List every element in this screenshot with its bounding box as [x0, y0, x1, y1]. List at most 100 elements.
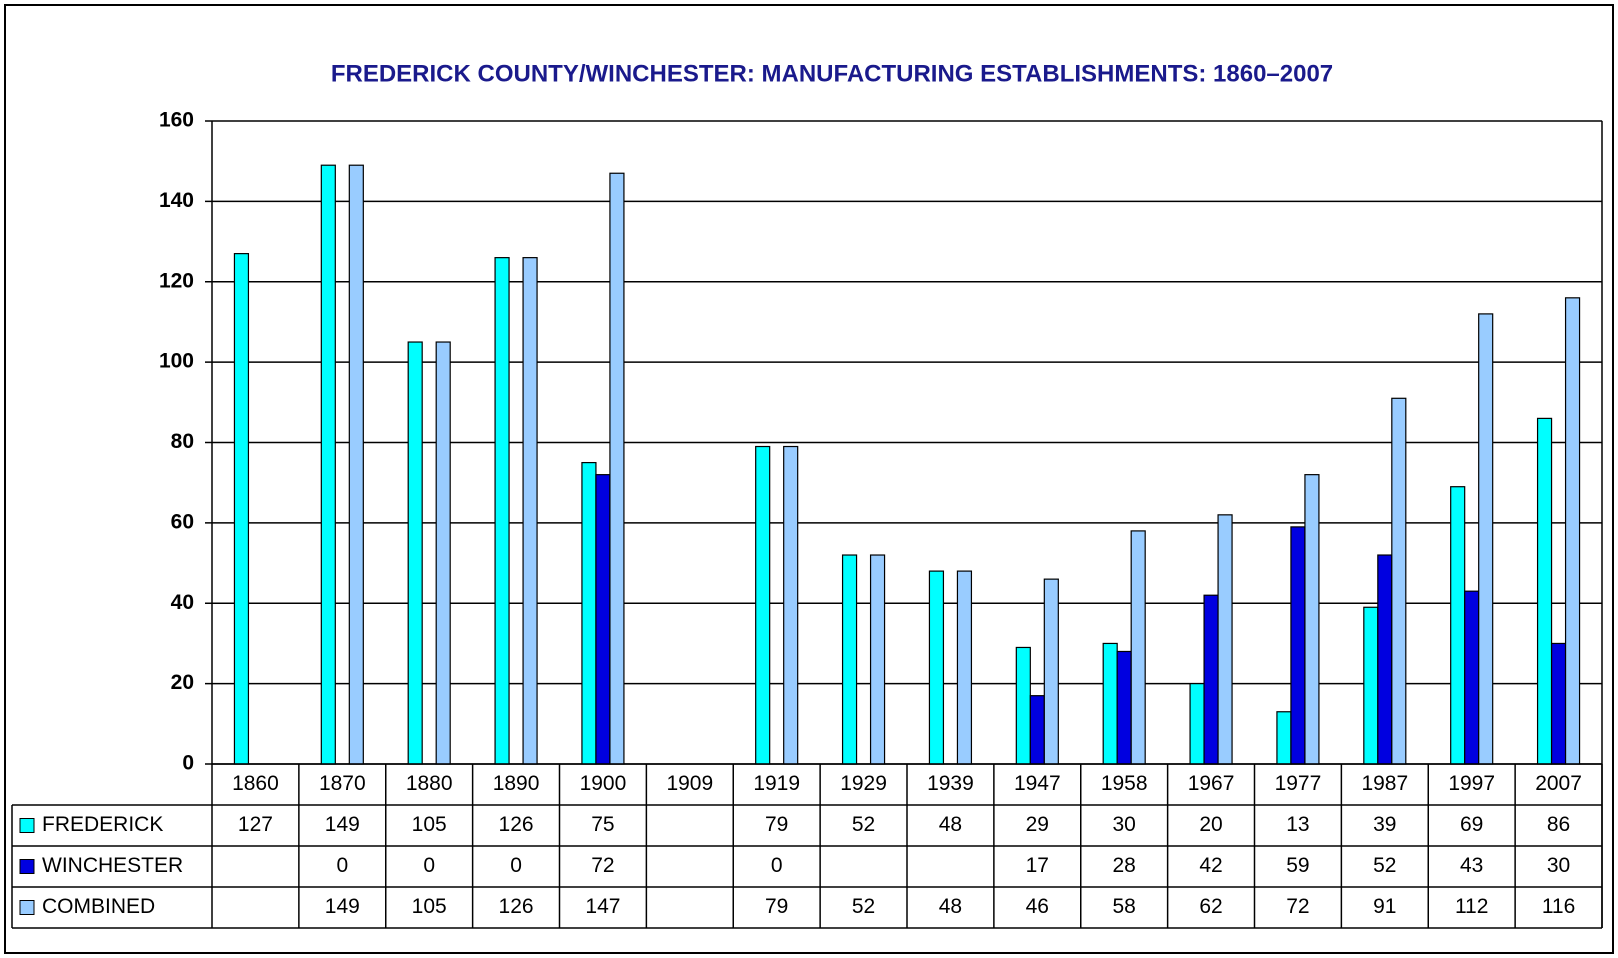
bar	[1536, 417, 1553, 765]
y-tick-label: 160	[159, 109, 194, 132]
x-tick-label: 1987	[1361, 772, 1408, 795]
table-cell: 28	[1113, 854, 1136, 877]
table-cell: 79	[765, 895, 788, 918]
table-cell: 29	[1026, 813, 1049, 836]
x-tick-label: 1947	[1014, 772, 1061, 795]
table-cell: 42	[1199, 854, 1222, 877]
bar	[783, 445, 799, 765]
table-cell: 149	[325, 895, 360, 918]
bar	[1276, 711, 1292, 765]
table-cell: 48	[939, 895, 962, 918]
table-cell: 91	[1373, 895, 1396, 918]
bar	[522, 257, 538, 765]
y-tick-label: 0	[182, 752, 194, 775]
bar	[233, 253, 250, 765]
bar	[956, 570, 973, 765]
bar	[1015, 646, 1031, 765]
y-tick-label: 100	[159, 350, 194, 373]
table-cell: 30	[1113, 813, 1136, 836]
table-cell: 72	[591, 854, 614, 877]
bar	[1102, 642, 1118, 765]
legend-swatch	[19, 818, 35, 833]
table-cell: 86	[1547, 813, 1570, 836]
y-tick-label: 40	[171, 591, 194, 614]
table-cell: 20	[1199, 813, 1222, 836]
legend-swatch	[19, 859, 35, 874]
table-cell: 126	[499, 895, 534, 918]
chart-title: FREDERICK COUNTY/WINCHESTER: MANUFACTURI…	[331, 60, 1333, 87]
bar	[841, 554, 858, 765]
x-tick-label: 1860	[232, 772, 279, 795]
table-cell: 43	[1460, 854, 1483, 877]
x-tick-label: 1919	[753, 772, 800, 795]
y-tick-label: 140	[159, 189, 194, 212]
bar	[755, 445, 771, 765]
bar	[1290, 526, 1306, 765]
bar	[609, 172, 625, 765]
table-cell: 0	[510, 854, 522, 877]
x-tick-label: 2007	[1535, 772, 1582, 795]
bar	[1377, 554, 1393, 765]
table-cell: 58	[1113, 895, 1136, 918]
table-cell: 105	[412, 813, 447, 836]
bar	[1464, 590, 1480, 765]
x-tick-label: 1870	[319, 772, 366, 795]
table-cell: 30	[1547, 854, 1570, 877]
table-cell: 39	[1373, 813, 1396, 836]
table-cell: 79	[765, 813, 788, 836]
bar	[1363, 606, 1379, 765]
table-cell: 75	[591, 813, 614, 836]
x-tick-label: 1997	[1448, 772, 1495, 795]
table-cell: 62	[1199, 895, 1222, 918]
legend-label: FREDERICK	[42, 813, 163, 836]
bar	[1189, 683, 1205, 765]
table-cell: 52	[1373, 854, 1396, 877]
table-cell: 112	[1455, 895, 1488, 918]
y-tick-label: 60	[171, 510, 194, 533]
x-tick-label: 1939	[927, 772, 974, 795]
x-tick-label: 1909	[666, 772, 713, 795]
bar	[320, 164, 336, 765]
table-cell: 17	[1026, 854, 1049, 877]
bar	[1304, 474, 1320, 765]
legend-label: WINCHESTER	[42, 854, 183, 877]
table-cell: 0	[336, 854, 348, 877]
x-tick-label: 1890	[493, 772, 540, 795]
table-cell: 149	[325, 813, 360, 836]
bar	[1029, 695, 1045, 765]
bar	[581, 461, 597, 765]
bar	[435, 341, 451, 765]
bar	[595, 474, 611, 765]
table-cell: 59	[1286, 854, 1309, 877]
y-tick-label: 20	[171, 671, 194, 694]
bar	[869, 554, 886, 765]
table-cell: 127	[238, 813, 273, 836]
x-tick-label: 1958	[1101, 772, 1148, 795]
y-tick-label: 120	[159, 269, 194, 292]
table-cell: 72	[1286, 895, 1309, 918]
bar	[928, 570, 945, 765]
bar	[1116, 650, 1132, 765]
table-cell: 0	[771, 854, 783, 877]
bar	[1391, 397, 1407, 765]
x-tick-label: 1880	[406, 772, 453, 795]
table-cell: 52	[852, 895, 875, 918]
bar	[348, 164, 364, 765]
table-cell: 52	[852, 813, 875, 836]
x-tick-label: 1900	[580, 772, 627, 795]
table-cell: 105	[412, 895, 447, 918]
table-cell: 147	[585, 895, 620, 918]
bar	[1043, 578, 1059, 765]
bar	[1217, 514, 1233, 765]
bar	[407, 341, 423, 765]
table-cell: 13	[1286, 813, 1309, 836]
table-cell: 126	[499, 813, 534, 836]
table-cell: 116	[1542, 895, 1575, 918]
bar	[1478, 313, 1494, 765]
bar	[1130, 530, 1146, 765]
y-tick-label: 80	[171, 430, 194, 453]
table-cell: 46	[1026, 895, 1049, 918]
legend-swatch	[19, 900, 35, 915]
bar	[1203, 594, 1219, 765]
